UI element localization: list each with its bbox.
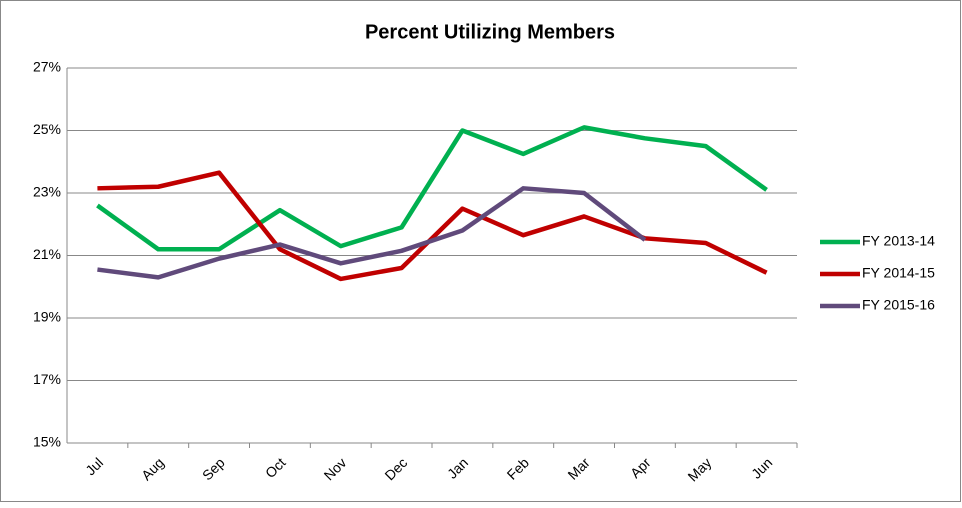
y-tick-label: 23% [33, 184, 61, 200]
line-series [96, 125, 768, 252]
y-tick-label: 19% [33, 309, 61, 325]
y-tick-label: 25% [33, 121, 61, 137]
y-tick-label: 15% [33, 434, 61, 450]
legend-label: FY 2015-16 [862, 297, 935, 313]
y-tick-label: 17% [33, 371, 61, 387]
legend-label: FY 2013-14 [862, 233, 935, 249]
line-series [97, 186, 647, 280]
legend-label: FY 2014-15 [862, 265, 935, 281]
y-tick-label: 27% [33, 59, 61, 75]
chart-title: Percent Utilizing Members [365, 21, 615, 43]
y-tick-label: 21% [33, 246, 61, 262]
